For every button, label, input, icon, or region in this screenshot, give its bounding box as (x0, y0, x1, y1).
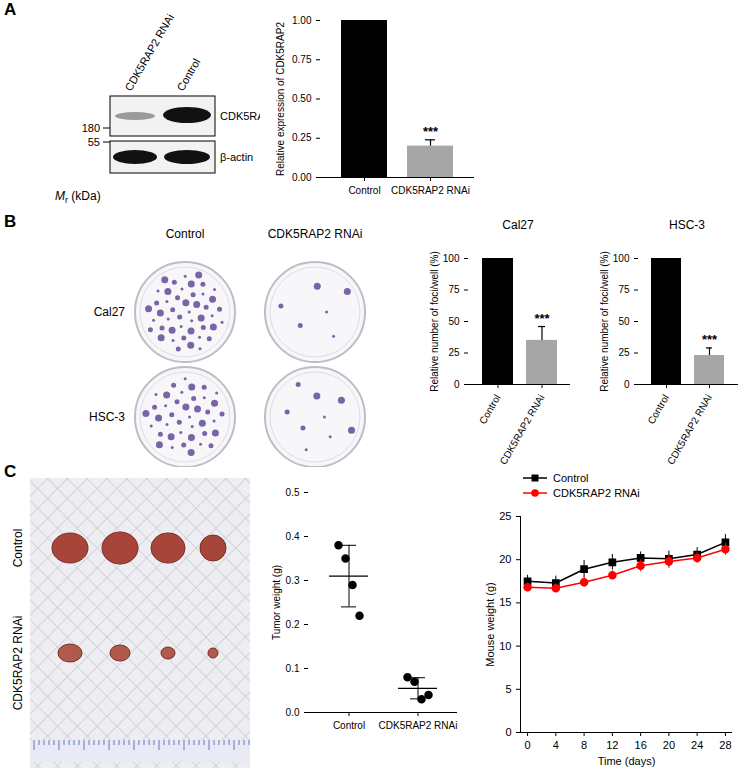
svg-text:12: 12 (606, 739, 618, 751)
svg-text:0: 0 (525, 739, 531, 751)
svg-text:CDK5RAP2 RNAi: CDK5RAP2 RNAi (391, 185, 470, 196)
svg-text:Control: Control (174, 56, 202, 93)
svg-text:Control: Control (348, 185, 380, 196)
svg-text:25: 25 (618, 347, 630, 358)
svg-text:0.3: 0.3 (286, 575, 300, 586)
svg-text:0.25: 0.25 (292, 132, 312, 143)
svg-text:25: 25 (499, 510, 511, 522)
svg-text:0.50: 0.50 (292, 93, 312, 104)
svg-text:Tumor weight (g): Tumor weight (g) (271, 565, 282, 640)
svg-text:20: 20 (499, 553, 511, 565)
svg-text:Mouse weight (g): Mouse weight (g) (484, 582, 496, 666)
svg-text:0.1: 0.1 (286, 663, 300, 674)
svg-text:28: 28 (719, 739, 731, 751)
svg-text:10: 10 (499, 640, 511, 652)
svg-text:5: 5 (505, 683, 511, 695)
svg-text:Relative number of foci/well (: Relative number of foci/well (%) (599, 251, 610, 392)
svg-text:8: 8 (581, 739, 587, 751)
svg-text:4: 4 (553, 739, 559, 751)
svg-text:0.5: 0.5 (286, 487, 300, 498)
svg-text:CDK5RAP2 RNAi: CDK5RAP2 RNAi (11, 616, 25, 711)
svg-text:0.2: 0.2 (286, 619, 300, 630)
svg-text:HSC-3: HSC-3 (89, 410, 125, 424)
svg-text:Cal27: Cal27 (94, 305, 126, 319)
svg-text:20: 20 (663, 739, 675, 751)
svg-text:CDK5RAP2 RNAi: CDK5RAP2 RNAi (268, 227, 363, 241)
svg-text:0: 0 (624, 379, 630, 390)
svg-text:100: 100 (613, 253, 630, 264)
svg-text:0.0: 0.0 (286, 707, 300, 718)
svg-text:Mr (kDa): Mr (kDa) (55, 189, 101, 205)
html-text:CDK5RAP2 RNAi: CDK5RAP2 RNAi (553, 486, 640, 499)
svg-text:0.00: 0.00 (292, 172, 312, 183)
html-text:A: A (4, 0, 17, 19)
svg-text:50: 50 (448, 316, 460, 327)
svg-text:75: 75 (618, 284, 630, 295)
svg-text:180: 180 (82, 122, 100, 134)
html-text:HSC-3: HSC-3 (669, 218, 705, 232)
svg-text:***: *** (702, 332, 718, 347)
svg-text:CDK5RAP2 RNAi: CDK5RAP2 RNAi (122, 12, 176, 93)
svg-text:75: 75 (448, 284, 460, 295)
html-text:Cal27: Cal27 (502, 218, 534, 232)
svg-text:100: 100 (443, 253, 460, 264)
svg-text:Relative expression of CDK5RAP: Relative expression of CDK5RAP2 (275, 22, 286, 176)
svg-text:1.00: 1.00 (292, 15, 312, 26)
svg-text:0.4: 0.4 (286, 531, 300, 542)
svg-text:Relative number of foci/well (: Relative number of foci/well (%) (429, 251, 440, 392)
svg-text:55: 55 (88, 136, 100, 148)
svg-text:24: 24 (691, 739, 703, 751)
svg-text:0: 0 (454, 379, 460, 390)
svg-text:Time (days): Time (days) (598, 755, 656, 767)
html-text:C: C (4, 462, 17, 481)
svg-text:0.75: 0.75 (292, 54, 312, 65)
svg-text:CDK5RAP2: CDK5RAP2 (220, 110, 260, 122)
svg-text:Control: Control (166, 227, 205, 241)
svg-text:***: *** (534, 311, 550, 326)
svg-text:Control: Control (11, 529, 25, 568)
svg-text:CDK5RAP2 RNAi: CDK5RAP2 RNAi (379, 720, 458, 731)
svg-text:Control: Control (333, 720, 365, 731)
svg-text:Control: Control (645, 393, 671, 426)
svg-text:15: 15 (499, 596, 511, 608)
html-text:B: B (4, 212, 17, 231)
svg-text:CDK5RAP2 RNAi: CDK5RAP2 RNAi (665, 393, 714, 467)
svg-text:β-actin: β-actin (220, 151, 253, 163)
svg-text:0: 0 (505, 726, 511, 738)
svg-text:25: 25 (448, 347, 460, 358)
svg-text:CDK5RAP2 RNAi: CDK5RAP2 RNAi (498, 393, 547, 467)
svg-text:50: 50 (618, 316, 630, 327)
html-text:Control: Control (553, 471, 589, 484)
svg-text:Control: Control (477, 393, 503, 426)
svg-text:16: 16 (635, 739, 647, 751)
svg-text:***: *** (423, 124, 439, 139)
